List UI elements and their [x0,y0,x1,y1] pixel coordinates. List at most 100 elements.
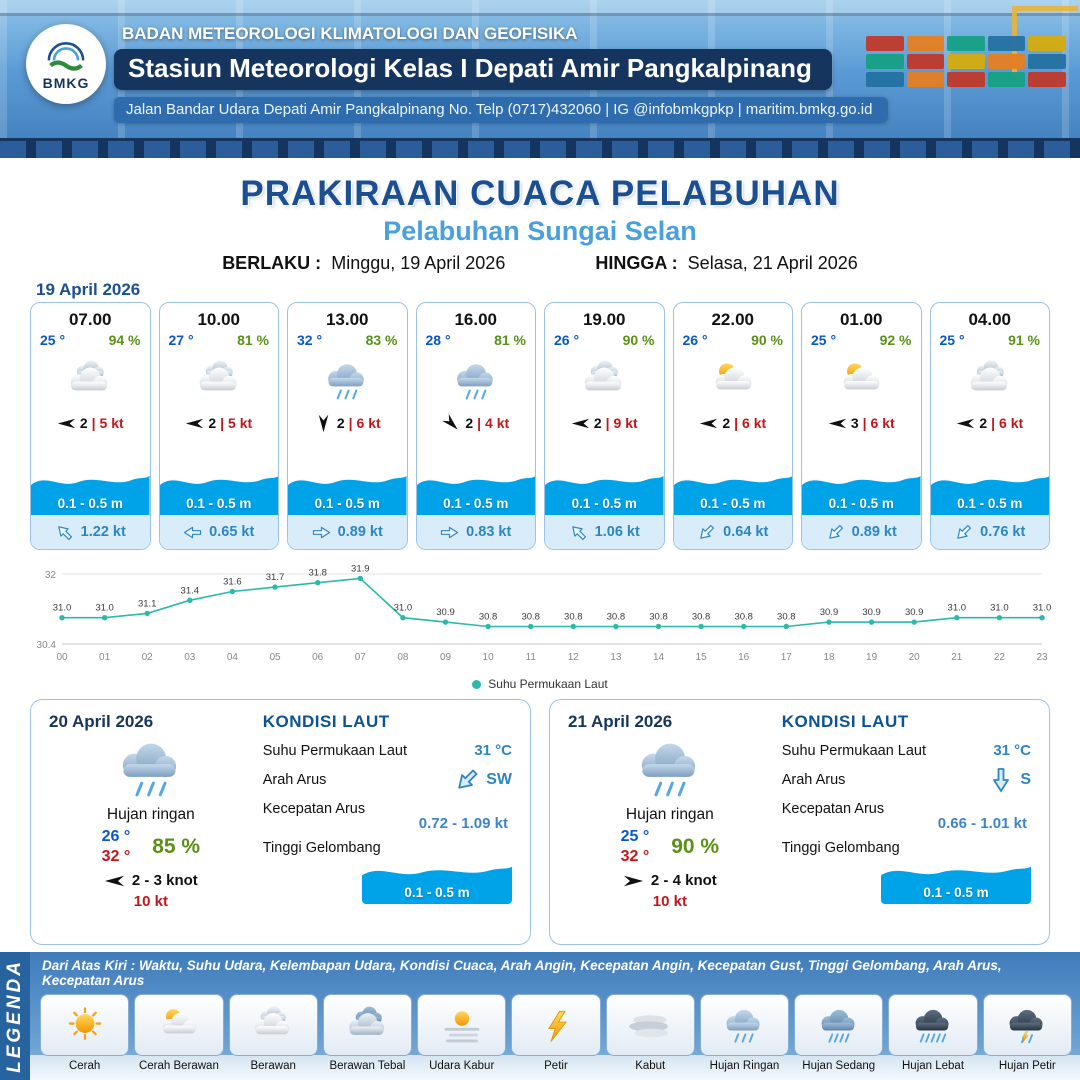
humidity-value: 81 % [237,332,269,348]
wave-height-value: 0.1 - 0.5 m [571,496,637,511]
weather-icon [545,350,664,410]
gust-speed-value: 9 kt [613,415,638,431]
svg-text:30.9: 30.9 [820,607,839,618]
weather-icon [674,350,793,410]
temperature-value: 25 ° [939,332,965,348]
svg-text:31.4: 31.4 [181,585,200,596]
hingga-value: Selasa, 21 April 2026 [687,253,858,273]
forecast-date-label: 19 April 2026 [36,280,141,299]
hourly-forecast-card: 04.00 25 ° 91 % 2 | 6 kt 0.1 - 0.5 m 0.7… [929,302,1050,550]
wave-height-band: 0.1 - 0.5 m [31,469,150,515]
forecast-time: 22.00 [711,310,755,329]
svg-text:03: 03 [184,652,196,663]
validity-period: BERLAKU : Minggu, 19 April 2026 HINGGA :… [0,253,1080,274]
gust-speed-value: 6 kt [999,415,1024,431]
temperature-value: 32 ° [297,332,323,348]
current-speed-value: 0.66 - 1.01 kt [937,815,1027,832]
wind-direction-icon [317,414,330,433]
svg-text:05: 05 [269,652,281,663]
humidity-value: 81 % [494,332,526,348]
svg-text:15: 15 [696,652,708,663]
chart-legend: Suhu Permukaan Laut [28,677,1052,691]
humidity-value: 90 % [751,332,783,348]
hourly-forecast-card: 19.00 26 ° 90 % 2 | 9 kt 0.1 - 0.5 m 1.0… [544,302,665,550]
legend-item: Hujan Ringan [699,994,790,1072]
svg-text:31.0: 31.0 [53,603,72,614]
daily-wave-height: 0.1 - 0.5 m [404,885,470,900]
current-direction-label: Arah Arus [781,772,846,788]
wind-direction-icon [185,417,204,430]
daily-temp-max: 32 ° [101,848,131,865]
sst-label: Suhu Permukaan Laut [262,742,408,759]
daily-forecast-row: 20 April 2026 Hujan ringan 26 ° 32 ° 85 … [30,699,1050,945]
daily-weather-icon [628,732,712,804]
wind-separator: | [348,415,353,431]
chart-legend-dot [472,679,482,689]
current-speed-label: Kecepatan Arus [781,801,885,817]
svg-text:31.0: 31.0 [948,603,967,614]
bmkg-logo-mark [47,42,85,71]
daily-forecast-card: 21 April 2026 Hujan ringan 25 ° 32 ° 90 … [549,699,1050,945]
wind-separator: | [734,415,739,431]
wind-speed-value: 2 [465,415,474,431]
wave-graphic [416,476,535,515]
svg-text:08: 08 [397,652,409,663]
svg-text:17: 17 [781,652,793,663]
current-speed-value: 1.06 kt [594,524,640,540]
svg-text:01: 01 [99,652,111,663]
wind-separator: | [220,415,225,431]
temperature-value: 28 ° [425,332,451,348]
svg-text:30.9: 30.9 [862,607,881,618]
wave-graphic [159,476,278,515]
daily-humidity: 90 % [671,835,720,858]
daily-wind-direction-icon [104,874,125,888]
daily-temp-min: 25 ° [620,828,650,845]
svg-text:30.8: 30.8 [734,612,753,623]
sea-conditions-title: KONDISI LAUT [262,712,390,731]
wave-height-band: 0.1 - 0.5 m [545,469,664,515]
legend-item: Cerah [40,994,130,1072]
svg-text:31.0: 31.0 [394,603,413,614]
legend-weather-icon [794,994,884,1056]
svg-text:21: 21 [951,652,963,663]
hingga-label: HINGGA : [595,253,678,273]
current-row: 1.22 kt [31,515,150,549]
daily-wind-speed: 2 - 4 knot [650,872,717,889]
berlaku-label: BERLAKU : [222,253,322,273]
current-direction-icon [183,525,202,540]
svg-text:30.4: 30.4 [37,640,57,651]
temperature-value: 26 ° [682,332,708,348]
svg-text:31.1: 31.1 [138,598,157,609]
daily-date: 20 April 2026 [49,712,154,731]
legend-label: Petir [544,1060,568,1072]
legend-label: Hujan Lebat [902,1060,965,1072]
wave-graphic [930,476,1049,515]
svg-text:10: 10 [483,652,495,663]
svg-text:31.0: 31.0 [95,603,114,614]
sea-conditions-title: KONDISI LAUT [781,712,909,731]
current-row: 0.83 kt [416,515,535,549]
current-direction-icon [952,520,976,544]
daily-temp-max: 32 ° [620,848,650,865]
legend-description: Dari Atas Kiri : Waktu, Suhu Udara, Kele… [42,958,1002,988]
current-direction-icon [451,764,484,797]
daily-condition: Hujan ringan [106,806,195,823]
sst-value: 31 °C [474,742,512,759]
current-direction-icon [52,520,76,544]
current-speed-label: Kecepatan Arus [262,801,366,817]
humidity-value: 92 % [879,332,912,348]
legend-item: Berawan Tebal [322,994,413,1072]
wave-height-box: 0.1 - 0.5 m [362,860,512,904]
org-name: BADAN METEOROLOGI KLIMATOLOGI DAN GEOFIS… [122,24,578,43]
svg-text:32: 32 [45,570,57,581]
legend-label: Udara Kabur [429,1060,495,1072]
header-banner: BMKG BADAN METEOROLOGI KLIMATOLOGI DAN G… [0,0,1080,158]
daily-temp-min: 26 ° [101,828,131,845]
wind-direction-icon [57,417,76,430]
svg-text:31.0: 31.0 [990,603,1009,614]
daily-condition: Hujan ringan [625,806,714,823]
legend-weather-icon [511,994,601,1056]
legend-label: Cerah Berawan [138,1060,219,1072]
wind-separator: | [862,415,867,431]
legend-item: Kabut [605,994,695,1072]
